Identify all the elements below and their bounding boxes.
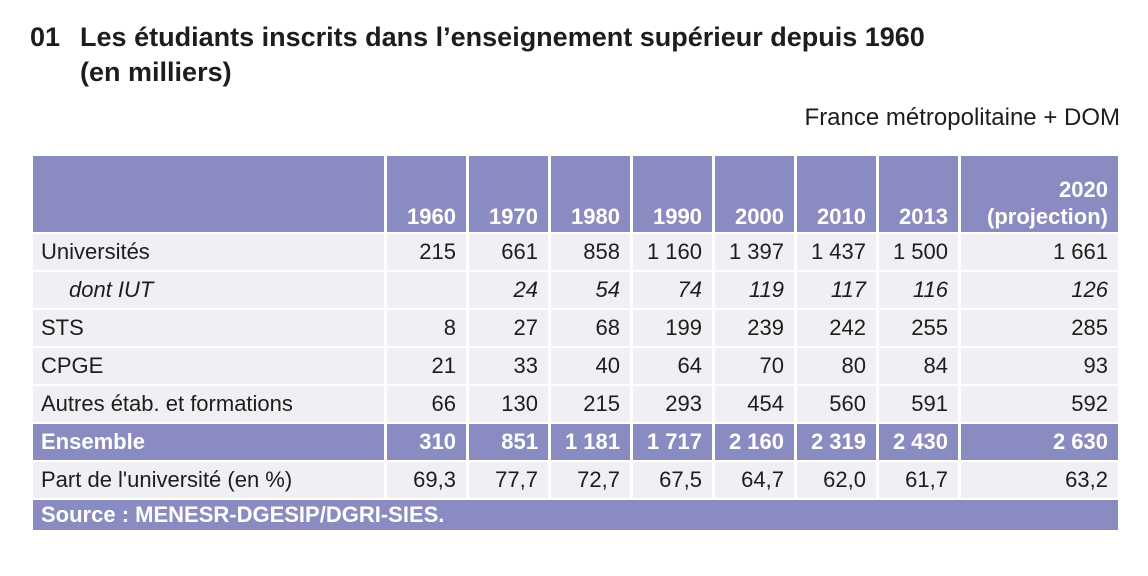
value-cell: 119 <box>712 270 797 311</box>
table-row: Universités 215 661 858 1 160 1 397 1 437 1 500… <box>30 232 1121 273</box>
value-cell: 1 181 <box>548 422 633 463</box>
value-cell: 69,3 <box>384 460 469 501</box>
value-cell: 72,7 <box>548 460 633 501</box>
value-cell: 67,5 <box>630 460 715 501</box>
source-text: Source : MENESR-DGESIP/DGRI-SIES. <box>30 498 1121 533</box>
table-row: Autres étab. et formations 66 130 215 293 454… <box>30 384 1121 425</box>
value-cell: 1 661 <box>958 232 1121 273</box>
value-cell: 242 <box>794 308 879 349</box>
value-cell: 80 <box>794 346 879 387</box>
value-cell: 63,2 <box>958 460 1121 501</box>
row-label: CPGE <box>30 346 387 387</box>
figure-title-line1: Les étudiants inscrits dans l’enseigneme… <box>80 22 925 52</box>
column-header-year: 2000 <box>712 154 797 235</box>
figure-title-line2: (en milliers) <box>80 57 232 88</box>
value-cell: 215 <box>384 232 469 273</box>
column-header-year: 1980 <box>548 154 633 235</box>
stats-table: 1960 1970 1980 1990 2000 2010 2013 2020 (projec… <box>30 154 1121 533</box>
value-cell: 66 <box>384 384 469 425</box>
value-cell: 215 <box>548 384 633 425</box>
value-cell: 1 397 <box>712 232 797 273</box>
value-cell: 2 319 <box>794 422 879 463</box>
value-cell: 70 <box>712 346 797 387</box>
value-cell: 255 <box>876 308 961 349</box>
value-cell: 661 <box>466 232 551 273</box>
value-cell: 77,7 <box>466 460 551 501</box>
value-cell: 1 500 <box>876 232 961 273</box>
value-cell: 239 <box>712 308 797 349</box>
source-row: Source : MENESR-DGESIP/DGRI-SIES. <box>30 498 1121 533</box>
column-header-projection: 2020 (projection) <box>958 154 1121 235</box>
figure-title: Les étudiants inscrits dans l’enseigneme… <box>80 20 925 90</box>
table-row: STS 8 27 68 199 239 242 255 285 <box>30 308 1121 349</box>
region-note: France métropolitaine + DOM <box>804 104 1120 132</box>
table-body: Universités 215 661 858 1 160 1 397 1 437 1 500… <box>30 232 1121 501</box>
column-header-year: 2010 <box>794 154 879 235</box>
value-cell: 24 <box>466 270 551 311</box>
value-cell: 591 <box>876 384 961 425</box>
value-cell: 2 430 <box>876 422 961 463</box>
value-cell: 293 <box>630 384 715 425</box>
value-cell: 116 <box>876 270 961 311</box>
value-cell: 1 717 <box>630 422 715 463</box>
column-header-year: 1970 <box>466 154 551 235</box>
row-label: dont IUT <box>30 270 387 311</box>
value-cell: 199 <box>630 308 715 349</box>
value-cell: 2 630 <box>958 422 1121 463</box>
row-label: Autres étab. et formations <box>30 384 387 425</box>
column-header-year: 2013 <box>876 154 961 235</box>
value-cell: 858 <box>548 232 633 273</box>
value-cell: 130 <box>466 384 551 425</box>
row-label: STS <box>30 308 387 349</box>
row-label: Universités <box>30 232 387 273</box>
figure-number: 01 <box>30 22 61 52</box>
value-cell: 126 <box>958 270 1121 311</box>
table-row: dont IUT 24 54 74 119 117 116 126 <box>30 270 1121 311</box>
table-header-row: 1960 1970 1980 1990 2000 2010 2013 2020 (projec… <box>30 154 1121 235</box>
value-cell: 33 <box>466 346 551 387</box>
header-empty-cell <box>30 154 387 235</box>
value-cell: 454 <box>712 384 797 425</box>
page-header: 01 Les étudiants inscrits dans l’enseign… <box>30 20 1120 90</box>
value-cell: 61,7 <box>876 460 961 501</box>
table-footer: Source : MENESR-DGESIP/DGRI-SIES. <box>30 498 1121 533</box>
value-cell: 93 <box>958 346 1121 387</box>
value-cell: 1 437 <box>794 232 879 273</box>
value-cell: 560 <box>794 384 879 425</box>
value-cell: 2 160 <box>712 422 797 463</box>
row-label: Ensemble <box>30 422 387 463</box>
column-header-year: 1990 <box>630 154 715 235</box>
table-row: CPGE 21 33 40 64 70 80 84 93 <box>30 346 1121 387</box>
value-cell: 74 <box>630 270 715 311</box>
value-cell: 68 <box>548 308 633 349</box>
value-cell: 84 <box>876 346 961 387</box>
value-cell: 285 <box>958 308 1121 349</box>
value-cell: 27 <box>466 308 551 349</box>
value-cell <box>384 270 469 311</box>
value-cell: 21 <box>384 346 469 387</box>
value-cell: 40 <box>548 346 633 387</box>
value-cell: 62,0 <box>794 460 879 501</box>
value-cell: 1 160 <box>630 232 715 273</box>
value-cell: 851 <box>466 422 551 463</box>
table-header: 1960 1970 1980 1990 2000 2010 2013 2020 (projec… <box>30 154 1121 235</box>
row-label: Part de l'université (en %) <box>30 460 387 501</box>
total-row: Ensemble 310 851 1 181 1 717 2 160 2 319 2 430 2… <box>30 422 1121 463</box>
table-row: Part de l'université (en %) 69,3 77,7 72,7 6… <box>30 460 1121 501</box>
value-cell: 64 <box>630 346 715 387</box>
value-cell: 54 <box>548 270 633 311</box>
value-cell: 310 <box>384 422 469 463</box>
value-cell: 64,7 <box>712 460 797 501</box>
column-header-year: 1960 <box>384 154 469 235</box>
value-cell: 8 <box>384 308 469 349</box>
value-cell: 117 <box>794 270 879 311</box>
value-cell: 592 <box>958 384 1121 425</box>
